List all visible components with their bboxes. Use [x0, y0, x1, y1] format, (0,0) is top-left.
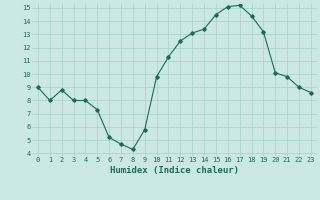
X-axis label: Humidex (Indice chaleur): Humidex (Indice chaleur)	[110, 166, 239, 175]
